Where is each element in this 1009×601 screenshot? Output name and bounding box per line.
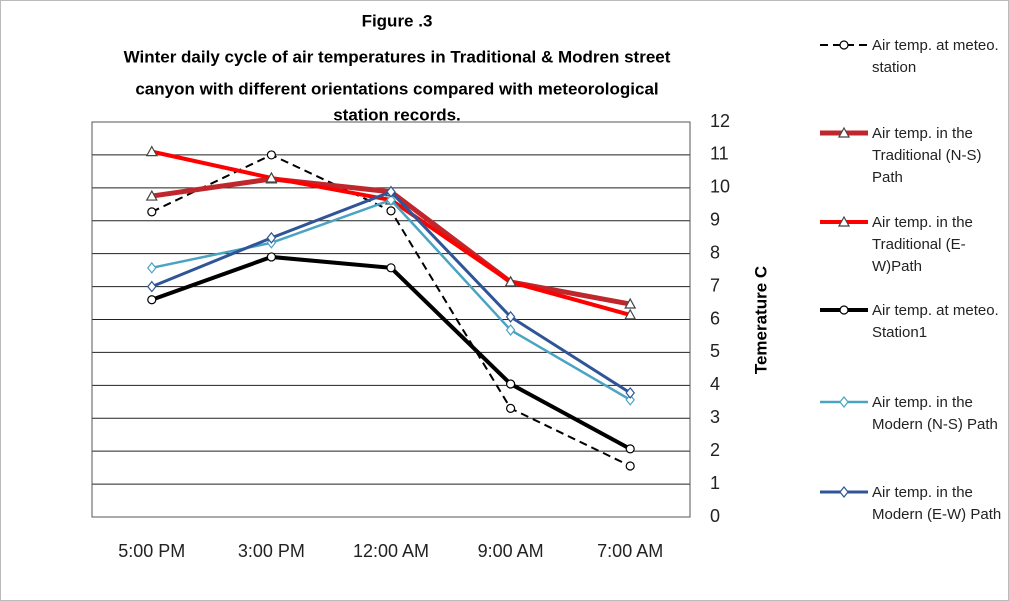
y-tick-label: 3 (710, 407, 720, 427)
x-tick-label: 9:00 AM (478, 541, 544, 561)
chart-title: Figure .3 (362, 11, 433, 30)
point (505, 310, 516, 323)
y-tick-label: 2 (710, 440, 720, 460)
point (839, 40, 849, 50)
y-tick-label: 8 (710, 242, 720, 262)
x-tick-label: 5:00 PM (118, 541, 185, 561)
point (147, 280, 157, 293)
legend-label: Air temp. in the Traditional (E-W)Path (872, 214, 973, 275)
chart-title: Winter daily cycle of air temperatures i… (124, 47, 671, 66)
point (145, 145, 158, 157)
y-tick-label: 12 (710, 111, 730, 131)
point (386, 185, 396, 198)
point (839, 486, 849, 498)
x-tick-label: 7:00 AM (597, 541, 663, 561)
point (624, 308, 637, 320)
y-tick-label: 1 (710, 473, 720, 493)
point (625, 444, 635, 454)
point (386, 206, 396, 216)
y-tick-label: 5 (710, 341, 720, 361)
point (147, 295, 157, 305)
x-tick-label: 3:00 PM (238, 541, 305, 561)
point (266, 252, 276, 262)
series-line (151, 198, 631, 401)
y-axis-label: Temerature C (751, 266, 770, 374)
legend-label: Air temp. in the Modern (E-W) Path (872, 484, 1002, 523)
legend-label: Air temp. at meteo. station (872, 37, 999, 76)
y-tick-label: 10 (710, 177, 730, 197)
legend-label: Air temp. in the Traditional (N-S) Path (872, 125, 982, 186)
x-tick-label: 12:00 AM (353, 541, 429, 561)
y-tick-label: 0 (710, 506, 720, 526)
chart-title: canyon with different orientations compa… (135, 79, 658, 98)
y-tick-label: 4 (710, 374, 720, 394)
point (837, 126, 851, 138)
point (505, 324, 516, 336)
point (506, 379, 516, 389)
point (624, 297, 637, 309)
point (839, 305, 849, 315)
point (625, 393, 635, 406)
chart-title: station records. (333, 105, 461, 124)
y-tick-label: 11 (710, 144, 729, 164)
y-tick-label: 6 (710, 308, 720, 328)
point (837, 215, 851, 227)
point (839, 396, 849, 408)
point (386, 194, 396, 206)
legend-label: Air temp. at meteo. Station1 (872, 302, 999, 341)
point (145, 189, 158, 201)
legend-label: Air temp. in the Modern (N-S) Path (872, 394, 998, 433)
y-tick-label: 9 (710, 210, 720, 230)
point (266, 150, 276, 160)
point (147, 261, 157, 274)
point (506, 403, 516, 413)
y-tick-label: 7 (710, 275, 720, 295)
point (147, 207, 157, 217)
point (504, 275, 517, 287)
point (266, 231, 277, 244)
point (265, 171, 278, 183)
point (386, 263, 396, 273)
point (625, 386, 635, 399)
point (625, 461, 635, 471)
plot-border (91, 121, 691, 518)
